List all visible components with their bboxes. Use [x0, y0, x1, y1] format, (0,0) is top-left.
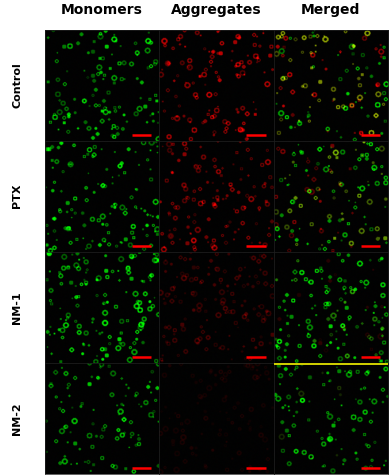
Text: NM-2: NM-2	[12, 402, 22, 435]
Text: PTX: PTX	[12, 184, 22, 208]
Text: Monomers: Monomers	[61, 3, 143, 17]
Text: Merged: Merged	[301, 3, 360, 17]
Text: Aggregates: Aggregates	[171, 3, 262, 17]
Text: NM-1: NM-1	[12, 291, 22, 324]
Text: Control: Control	[12, 62, 22, 108]
